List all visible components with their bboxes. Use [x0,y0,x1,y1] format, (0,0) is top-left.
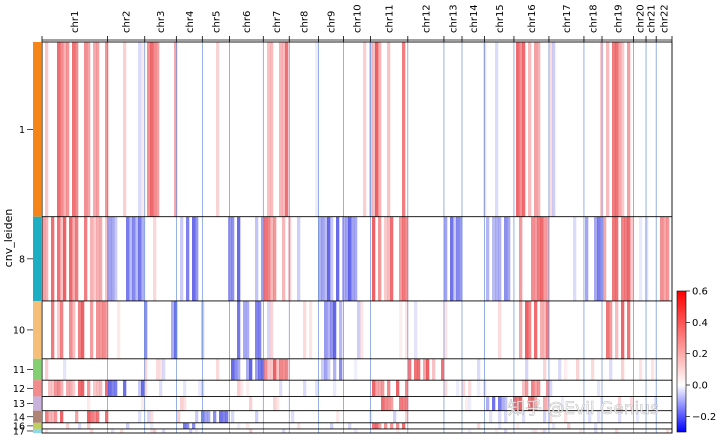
cluster-bar-16 [33,422,41,429]
cluster-13-cells [87,396,658,411]
chromosome-label-chr11: chr11 [385,4,396,33]
cluster-10-cells [51,300,631,359]
cluster-separators [42,216,672,430]
cluster-bar-8 [33,216,41,301]
y-axis-label: cnv_leiden [2,209,15,268]
cluster-label-12: 12 [13,384,25,395]
cluster-11-cells [45,358,655,381]
chromosome-label-chr19: chr19 [613,4,624,33]
chromosome-label-chr5: chr5 [211,11,222,33]
chromosome-label-chr9: chr9 [327,11,338,33]
cluster-bar-1 [33,42,41,217]
chromosome-label-chr16: chr16 [527,4,538,33]
cluster-label-16: 16 [13,421,25,432]
watermark: 知乎 @Evil Genius [508,399,659,419]
chromosome-label-chr17: chr17 [562,4,573,33]
colorbar-tick-label: 0.6 [692,287,708,298]
chromosome-label-chr18: chr18 [588,4,599,33]
cluster-16-cells [66,422,598,429]
chromosome-label-chr15: chr15 [495,4,506,33]
colorbar-tick-label: −0.2 [692,412,716,423]
colorbar-ticks: −0.2 0.0 0.2 0.4 0.6 [686,287,716,423]
cluster-bar-11 [33,358,41,381]
chromosome-label-chr20: chr20 [635,4,646,33]
cluster-bar-10 [33,300,41,359]
cluster-12-cells [48,380,601,397]
cluster-label-14: 14 [13,412,25,423]
cluster-bar-14 [33,410,41,423]
chromosome-label-chr4: chr4 [185,11,196,33]
chromosome-label-chr2: chr2 [122,11,133,33]
chromosome-label-chr22: chr22 [660,4,671,33]
chromosome-label-chr6: chr6 [242,11,253,33]
cluster-17-cells [45,428,670,433]
chromosome-axis: chr1 chr2 chr3 chr4 chr5 chr6 chr7 chr8 chr9 chr1… [41,4,673,42]
cluster-8-cells [42,216,670,301]
colorbar-tick-label: 0.2 [692,349,708,360]
chromosome-label-chr3: chr3 [156,11,167,33]
chromosome-label-chr8: chr8 [299,11,310,33]
cluster-bar-17 [33,428,41,433]
heatmap-frame [41,41,673,434]
cluster-bar-13 [33,396,41,411]
chromosome-label-chr10: chr10 [353,4,364,33]
chromosome-label-chr13: chr13 [448,4,459,33]
cluster-label-13: 13 [13,399,25,410]
colorbar [676,290,687,433]
chromosome-label-chr1: chr1 [70,11,81,33]
chromosome-label-chr7: chr7 [272,11,283,33]
chromosome-label-chr21: chr21 [647,4,658,33]
chromosome-label-chr12: chr12 [421,4,432,33]
colorbar-tick-label: 0.0 [692,381,708,392]
chromosome-label-chr14: chr14 [469,4,480,33]
cluster-label-1: 1 [19,125,25,136]
cluster-label-10: 10 [13,325,25,336]
cluster-bar-12 [33,380,41,397]
cluster-label-17: 17 [13,426,25,437]
cluster-label-8: 8 [19,254,25,265]
cluster-label-11: 11 [13,365,25,376]
chromosome-separators [107,42,657,433]
cluster-color-bar [33,42,41,433]
colorbar-tick-label: 0.4 [692,318,708,329]
